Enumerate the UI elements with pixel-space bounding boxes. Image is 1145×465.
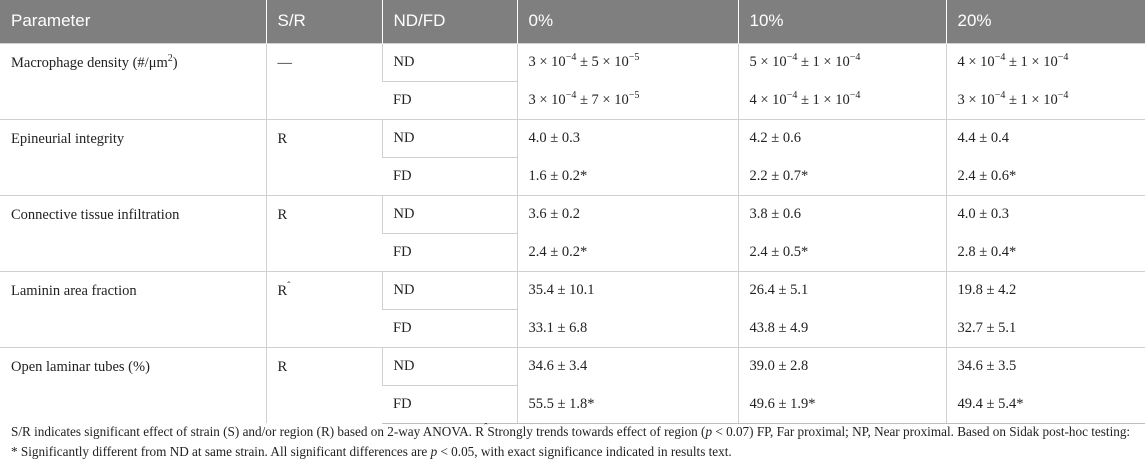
nd-fd-cell: ND — [381, 346, 517, 385]
nd-fd-cell: FD — [382, 156, 517, 195]
header-nd-fd: ND/FD — [381, 0, 517, 43]
header-0-percent: 0% — [516, 0, 738, 43]
nd-fd-cell: FD — [382, 232, 517, 271]
table-row: Macrophage density (#/μm2) — ND 3 × 10−4… — [0, 42, 1145, 119]
value-cell-10: 39.0 ± 2.8 — [737, 346, 946, 385]
value-cell-10: 43.8 ± 4.9 — [737, 309, 946, 347]
value-cell-20: 32.7 ± 5.1 — [945, 309, 1145, 347]
table-row: Open laminar tubes (%) R ND 34.6 ± 3.4 3… — [0, 346, 1145, 423]
nd-fd-cell: ND — [381, 118, 517, 157]
caret-marker: ˆ — [287, 280, 291, 292]
table-row: Connective tissue infiltration R ND 3.6 … — [0, 194, 1145, 271]
caret-marker: ˆ — [484, 422, 488, 434]
value-cell-20: 4 × 10−4 ± 1 × 10−4 — [945, 42, 1145, 81]
sr-cell: Rˆ — [265, 270, 382, 347]
header-row: Parameter S/R ND/FD 0% 10% 20% — [0, 0, 1145, 43]
table-row: FD 33.1 ± 6.8 43.8 ± 4.9 32.7 ± 5.1 — [0, 308, 1145, 347]
value-cell-10: 26.4 ± 5.1 — [737, 270, 946, 309]
value-cell-20: 3 × 10−4 ± 1 × 10−4 — [945, 81, 1145, 119]
header-parameter: Parameter — [11, 11, 91, 31]
value-cell-20: 34.6 ± 3.5 — [945, 346, 1145, 385]
table-row: FD 1.6 ± 0.2* 2.2 ± 0.7* 2.4 ± 0.6* — [0, 156, 1145, 195]
value-cell-0: 55.5 ± 1.8* — [516, 385, 738, 424]
results-table: Parameter S/R ND/FD 0% 10% 20% Macrophag… — [0, 0, 1145, 424]
sr-cell: R — [265, 194, 382, 271]
parameter-cell: Laminin area fraction — [0, 270, 266, 347]
value-cell-20: 49.4 ± 5.4* — [945, 385, 1145, 424]
value-cell-20: 19.8 ± 4.2 — [945, 270, 1145, 309]
value-cell-20: 4.4 ± 0.4 — [945, 118, 1145, 157]
header-20-percent: 20% — [945, 0, 1145, 43]
nd-fd-cell: FD — [382, 80, 517, 119]
parameter-label: Macrophage density (#/μm — [11, 54, 168, 71]
nd-fd-cell: ND — [381, 42, 517, 81]
parameter-cell: Connective tissue infiltration — [0, 194, 266, 271]
table-row: FD 3 × 10−4 ± 7 × 10−5 4 × 10−4 ± 1 × 10… — [0, 80, 1145, 119]
table-row: Laminin area fraction Rˆ ND 35.4 ± 10.1 … — [0, 270, 1145, 347]
value-cell-0: 3.6 ± 0.2 — [516, 194, 738, 233]
value-cell-0: 4.0 ± 0.3 — [516, 118, 738, 157]
parameter-label-tail: ) — [172, 54, 178, 71]
sr-cell: — — [265, 42, 382, 119]
sr-cell: R — [265, 346, 382, 423]
nd-fd-cell: FD — [382, 308, 517, 347]
table-row: Epineurial integrity R ND 4.0 ± 0.3 4.2 … — [0, 118, 1145, 195]
value-cell-0: 3 × 10−4 ± 7 × 10−5 — [516, 81, 738, 119]
parameter-cell: Open laminar tubes (%) — [0, 346, 266, 423]
value-cell-20: 2.4 ± 0.6* — [945, 157, 1145, 195]
table-row: FD 2.4 ± 0.2* 2.4 ± 0.5* 2.8 ± 0.4* — [0, 232, 1145, 271]
parameter-superscript: 2 — [167, 52, 173, 64]
header-sr: S/R — [265, 0, 382, 43]
sr-cell: R — [265, 118, 382, 195]
value-cell-10: 4 × 10−4 ± 1 × 10−4 — [737, 81, 946, 119]
value-cell-10: 49.6 ± 1.9* — [737, 385, 946, 424]
parameter-cell: Epineurial integrity — [0, 118, 266, 195]
nd-fd-cell: ND — [381, 270, 517, 309]
nd-fd-cell: ND — [381, 194, 517, 233]
value-cell-10: 5 × 10−4 ± 1 × 10−4 — [737, 42, 946, 81]
value-cell-10: 4.2 ± 0.6 — [737, 118, 946, 157]
value-cell-0: 33.1 ± 6.8 — [516, 309, 738, 347]
value-cell-0: 35.4 ± 10.1 — [516, 270, 738, 309]
header-10-percent: 10% — [737, 0, 946, 43]
value-cell-0: 34.6 ± 3.4 — [516, 346, 738, 385]
value-cell-0: 3 × 10−4 ± 5 × 10−5 — [516, 42, 738, 81]
value-cell-20: 4.0 ± 0.3 — [945, 194, 1145, 233]
nd-fd-cell: FD — [382, 384, 517, 424]
parameter-cell: Macrophage density (#/μm2) — [0, 42, 266, 119]
value-cell-10: 2.2 ± 0.7* — [737, 157, 946, 195]
value-cell-10: 3.8 ± 0.6 — [737, 194, 946, 233]
table-footnote: S/R indicates significant effect of stra… — [11, 422, 1131, 459]
value-cell-10: 2.4 ± 0.5* — [737, 233, 946, 271]
value-cell-0: 1.6 ± 0.2* — [516, 157, 738, 195]
value-cell-0: 2.4 ± 0.2* — [516, 233, 738, 271]
value-cell-20: 2.8 ± 0.4* — [945, 233, 1145, 271]
table-row: FD 55.5 ± 1.8* 49.6 ± 1.9* 49.4 ± 5.4* — [0, 384, 1145, 424]
